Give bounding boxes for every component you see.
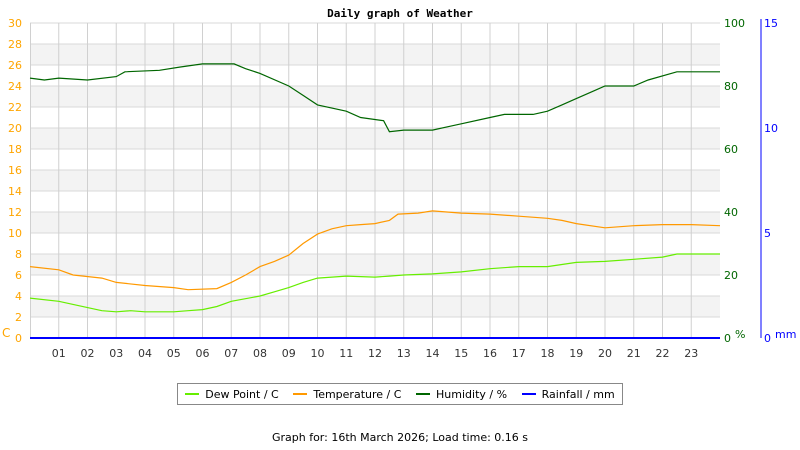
x-tick-label: 13 <box>397 347 411 360</box>
x-tick-label: 22 <box>656 347 670 360</box>
humidity-axis-unit: % <box>735 328 745 341</box>
legend-label: Temperature / C <box>313 387 402 401</box>
rainfall-tick-label: 0 <box>764 332 771 345</box>
humidity-tick-label: 100 <box>724 17 745 30</box>
legend-item: Temperature / C <box>293 388 401 401</box>
left-tick-label: 14 <box>8 185 22 198</box>
rainfall-tick-label: 5 <box>764 227 771 240</box>
x-tick-label: 23 <box>684 347 698 360</box>
humidity-tick-label: 40 <box>724 206 738 219</box>
rainfall-tick-label: 15 <box>764 17 778 30</box>
x-tick-label: 03 <box>109 347 123 360</box>
left-tick-label: 4 <box>15 290 22 303</box>
x-tick-label: 20 <box>598 347 612 360</box>
x-tick-label: 12 <box>368 347 382 360</box>
rainfall-tick-label: 10 <box>764 122 778 135</box>
left-tick-label: 24 <box>8 80 22 93</box>
x-tick-label: 11 <box>339 347 353 360</box>
series-line-dew <box>29 253 720 313</box>
left-tick-label: 12 <box>8 206 22 219</box>
left-axis-unit: C <box>2 326 10 340</box>
humidity-tick-label: 20 <box>724 269 738 282</box>
legend-item: Rainfall / mm <box>521 387 615 401</box>
x-tick-label: 16 <box>483 347 497 360</box>
left-tick-label: 22 <box>8 101 22 114</box>
humidity-tick-label: 80 <box>724 80 738 93</box>
x-tick-label: 17 <box>512 347 526 360</box>
x-tick-label: 09 <box>282 347 296 360</box>
x-tick-label: 19 <box>569 347 583 360</box>
footer-status: Graph for: 16th March 2026; Load time: 0… <box>271 431 529 444</box>
legend-swatch <box>416 393 431 395</box>
series-line-humidity <box>29 63 720 133</box>
x-tick-label: 02 <box>81 347 95 360</box>
rainfall-axis-unit: mm <box>775 328 796 341</box>
legend-label: Rainfall / mm <box>541 387 615 401</box>
x-tick-label: 15 <box>454 347 468 360</box>
legend-item: Dew Point / C <box>185 387 279 401</box>
left-tick-label: 10 <box>8 227 22 240</box>
x-tick-label: 05 <box>167 347 181 360</box>
legend: Dew Point / C Temperature / C Humidity / %… <box>177 383 623 405</box>
legend-swatch <box>521 393 536 395</box>
x-tick-label: 14 <box>426 347 440 360</box>
humidity-tick-label: 0 <box>724 332 731 345</box>
left-tick-label: 2 <box>15 311 22 324</box>
left-tick-label: 18 <box>8 143 22 156</box>
left-tick-label: 20 <box>8 122 22 135</box>
legend-label: Humidity / % <box>436 387 508 401</box>
legend-swatch <box>293 393 308 395</box>
x-tick-label: 07 <box>224 347 238 360</box>
legend-swatch <box>185 393 200 395</box>
x-tick-label: 08 <box>253 347 267 360</box>
humidity-tick-label: 60 <box>724 143 738 156</box>
left-tick-label: 30 <box>8 17 22 30</box>
chart-title: Daily graph of Weather <box>327 7 473 20</box>
legend-label: Dew Point / C <box>205 387 279 401</box>
left-tick-label: 0 <box>15 332 22 345</box>
left-tick-label: 28 <box>8 38 22 51</box>
x-tick-label: 04 <box>138 347 152 360</box>
series-line-temperature <box>29 210 721 291</box>
left-tick-label: 16 <box>8 164 22 177</box>
left-tick-label: 6 <box>15 269 22 282</box>
x-tick-label: 01 <box>52 347 66 360</box>
x-tick-label: 06 <box>196 347 210 360</box>
left-tick-label: 8 <box>15 248 22 261</box>
x-tick-label: 18 <box>541 347 555 360</box>
x-tick-label: 21 <box>627 347 641 360</box>
x-tick-label: 10 <box>311 347 325 360</box>
left-tick-label: 26 <box>8 59 22 72</box>
legend-item: Humidity / % <box>416 388 507 401</box>
